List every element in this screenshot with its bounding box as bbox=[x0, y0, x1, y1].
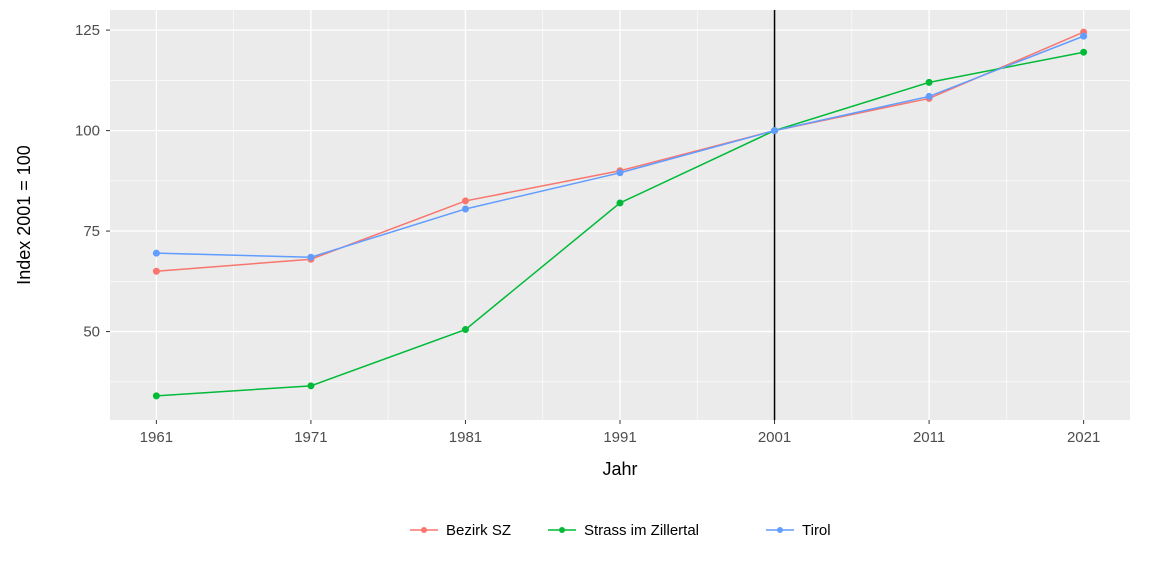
y-tick-label: 125 bbox=[75, 22, 100, 39]
legend: Bezirk SZ Strass im Zillertal Tirol bbox=[408, 520, 831, 540]
y-tick-label: 75 bbox=[83, 223, 100, 240]
series-point bbox=[308, 383, 314, 389]
x-tick-label: 2011 bbox=[913, 429, 945, 446]
x-tick-label: 1981 bbox=[449, 429, 482, 446]
x-tick-label: 2021 bbox=[1067, 429, 1100, 446]
series-point bbox=[926, 93, 932, 99]
legend-label: Bezirk SZ bbox=[446, 522, 511, 539]
legend-item: Bezirk SZ bbox=[408, 520, 511, 540]
legend-item: Strass im Zillertal bbox=[546, 520, 699, 540]
series-point bbox=[153, 393, 159, 399]
series-point bbox=[462, 198, 468, 204]
y-tick-label: 100 bbox=[75, 123, 100, 140]
x-tick-label: 1971 bbox=[294, 429, 327, 446]
series-point bbox=[772, 128, 778, 134]
series-point bbox=[1081, 33, 1087, 39]
series-point bbox=[462, 206, 468, 212]
series-point bbox=[926, 79, 932, 85]
legend-key-point bbox=[421, 527, 427, 533]
series-point bbox=[153, 268, 159, 274]
plot-panel bbox=[110, 10, 1130, 420]
legend-key-point bbox=[559, 527, 565, 533]
x-tick-label: 1991 bbox=[603, 429, 636, 446]
series-point bbox=[153, 250, 159, 256]
x-tick-label: 1961 bbox=[140, 429, 173, 446]
legend-label: Tirol bbox=[802, 522, 831, 539]
series-point bbox=[462, 327, 468, 333]
series-point bbox=[308, 254, 314, 260]
series-point bbox=[1081, 49, 1087, 55]
series-point bbox=[617, 200, 623, 206]
x-tick-label: 2001 bbox=[758, 429, 791, 446]
index-line-chart: 1961197119811991200120112021 5075100125 … bbox=[0, 0, 1152, 576]
series-point bbox=[617, 170, 623, 176]
legend-key-point bbox=[777, 527, 783, 533]
y-axis-title: Index 2001 = 100 bbox=[14, 145, 34, 285]
legend-label: Strass im Zillertal bbox=[584, 522, 699, 539]
x-axis-title: Jahr bbox=[602, 459, 637, 479]
y-tick-label: 50 bbox=[83, 324, 100, 341]
